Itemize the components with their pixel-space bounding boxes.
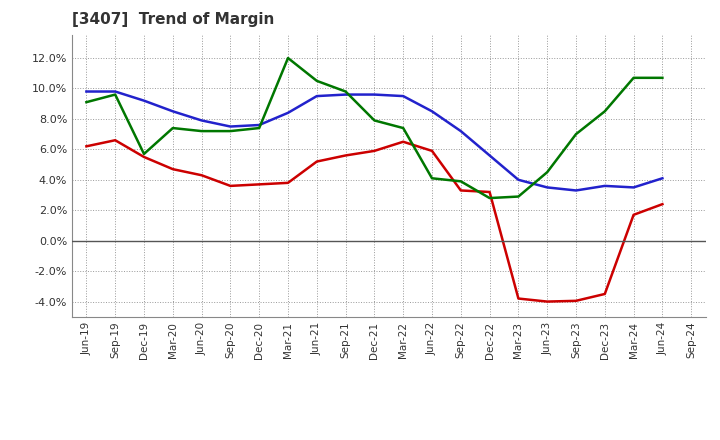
Ordinary Income	[399, 93, 408, 99]
Operating Cashflow	[514, 194, 523, 199]
Ordinary Income	[140, 98, 148, 103]
Operating Cashflow	[255, 125, 264, 131]
Net Income	[82, 144, 91, 149]
Net Income	[197, 172, 206, 178]
Operating Cashflow	[341, 89, 350, 94]
Operating Cashflow	[284, 55, 292, 61]
Operating Cashflow	[140, 151, 148, 157]
Ordinary Income	[485, 153, 494, 158]
Net Income	[140, 154, 148, 160]
Operating Cashflow	[485, 195, 494, 201]
Ordinary Income	[629, 185, 638, 190]
Operating Cashflow	[629, 75, 638, 81]
Text: [3407]  Trend of Margin: [3407] Trend of Margin	[72, 12, 274, 27]
Net Income	[111, 138, 120, 143]
Net Income	[312, 159, 321, 164]
Net Income	[572, 298, 580, 304]
Net Income	[456, 188, 465, 193]
Line: Net Income: Net Income	[86, 140, 662, 301]
Net Income	[514, 296, 523, 301]
Ordinary Income	[82, 89, 91, 94]
Ordinary Income	[658, 176, 667, 181]
Ordinary Income	[111, 89, 120, 94]
Operating Cashflow	[428, 176, 436, 181]
Net Income	[168, 166, 177, 172]
Operating Cashflow	[658, 75, 667, 81]
Operating Cashflow	[399, 125, 408, 131]
Ordinary Income	[197, 118, 206, 123]
Ordinary Income	[543, 185, 552, 190]
Ordinary Income	[572, 188, 580, 193]
Net Income	[543, 299, 552, 304]
Operating Cashflow	[370, 118, 379, 123]
Net Income	[600, 291, 609, 297]
Net Income	[428, 148, 436, 154]
Net Income	[226, 183, 235, 188]
Net Income	[399, 139, 408, 144]
Net Income	[658, 202, 667, 207]
Line: Operating Cashflow: Operating Cashflow	[86, 58, 662, 198]
Ordinary Income	[255, 122, 264, 128]
Ordinary Income	[226, 124, 235, 129]
Net Income	[341, 153, 350, 158]
Ordinary Income	[168, 109, 177, 114]
Ordinary Income	[514, 177, 523, 183]
Net Income	[255, 182, 264, 187]
Operating Cashflow	[82, 99, 91, 105]
Ordinary Income	[600, 183, 609, 188]
Net Income	[485, 189, 494, 194]
Line: Ordinary Income: Ordinary Income	[86, 92, 662, 191]
Operating Cashflow	[226, 128, 235, 134]
Ordinary Income	[312, 93, 321, 99]
Ordinary Income	[370, 92, 379, 97]
Operating Cashflow	[168, 125, 177, 131]
Operating Cashflow	[111, 92, 120, 97]
Operating Cashflow	[600, 109, 609, 114]
Operating Cashflow	[456, 179, 465, 184]
Net Income	[370, 148, 379, 154]
Operating Cashflow	[312, 78, 321, 84]
Net Income	[629, 212, 638, 217]
Net Income	[284, 180, 292, 186]
Ordinary Income	[341, 92, 350, 97]
Ordinary Income	[284, 110, 292, 115]
Operating Cashflow	[197, 128, 206, 134]
Operating Cashflow	[543, 169, 552, 175]
Ordinary Income	[456, 128, 465, 134]
Ordinary Income	[428, 109, 436, 114]
Operating Cashflow	[572, 132, 580, 137]
